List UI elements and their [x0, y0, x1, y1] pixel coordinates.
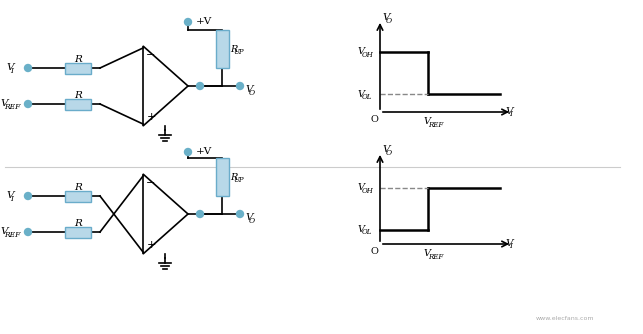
- Text: −: −: [147, 178, 156, 188]
- Circle shape: [24, 228, 32, 235]
- Text: V: V: [245, 213, 253, 222]
- Text: I: I: [509, 110, 512, 118]
- Bar: [215, 158, 228, 196]
- Circle shape: [185, 18, 192, 25]
- Text: V: V: [358, 183, 365, 192]
- Circle shape: [237, 210, 244, 217]
- Text: I: I: [10, 67, 13, 75]
- Text: O: O: [249, 89, 255, 97]
- Text: OH: OH: [361, 187, 374, 195]
- Text: V: V: [358, 47, 365, 56]
- Text: V: V: [505, 107, 512, 116]
- Circle shape: [24, 192, 32, 199]
- Text: R: R: [230, 172, 237, 181]
- Text: +V: +V: [196, 17, 212, 26]
- Text: +: +: [147, 112, 156, 122]
- Text: UP: UP: [233, 48, 244, 56]
- Text: O: O: [370, 116, 378, 125]
- Text: O: O: [386, 149, 392, 157]
- Circle shape: [185, 149, 192, 156]
- Bar: [65, 99, 91, 110]
- Text: V: V: [382, 13, 390, 22]
- Text: V: V: [424, 118, 431, 127]
- Text: REF: REF: [4, 231, 21, 239]
- Bar: [65, 226, 91, 237]
- Text: R: R: [230, 44, 237, 53]
- Text: V: V: [358, 90, 365, 99]
- Text: V: V: [358, 225, 365, 234]
- Text: www.elecfans.com: www.elecfans.com: [536, 316, 594, 321]
- Text: V: V: [6, 63, 14, 72]
- Text: OL: OL: [361, 228, 372, 236]
- Text: O: O: [386, 17, 392, 25]
- Bar: [65, 62, 91, 73]
- Text: V: V: [245, 86, 253, 95]
- Text: +: +: [147, 240, 156, 250]
- Circle shape: [237, 82, 244, 90]
- Text: O: O: [249, 217, 255, 225]
- Text: I: I: [10, 195, 13, 203]
- Text: O: O: [370, 247, 378, 257]
- Text: UP: UP: [233, 176, 244, 184]
- Text: OL: OL: [361, 93, 372, 101]
- Text: OH: OH: [361, 51, 374, 59]
- Text: REF: REF: [428, 121, 443, 129]
- Bar: [65, 190, 91, 201]
- Text: R: R: [74, 91, 82, 100]
- Circle shape: [24, 101, 32, 108]
- Text: R: R: [74, 218, 82, 227]
- Text: R: R: [74, 54, 82, 63]
- Bar: [215, 30, 228, 68]
- Text: V: V: [382, 146, 390, 155]
- Circle shape: [197, 82, 203, 90]
- Text: +V: +V: [196, 148, 212, 157]
- Text: −: −: [147, 50, 156, 60]
- Text: V: V: [505, 238, 512, 247]
- Circle shape: [24, 64, 32, 71]
- Text: V: V: [6, 191, 14, 200]
- Circle shape: [197, 210, 203, 217]
- Text: V: V: [0, 100, 8, 109]
- Text: REF: REF: [4, 103, 21, 111]
- Text: V: V: [424, 249, 431, 259]
- Text: I: I: [509, 242, 512, 250]
- Text: REF: REF: [428, 253, 443, 261]
- Text: V: V: [0, 227, 8, 236]
- Text: R: R: [74, 182, 82, 191]
